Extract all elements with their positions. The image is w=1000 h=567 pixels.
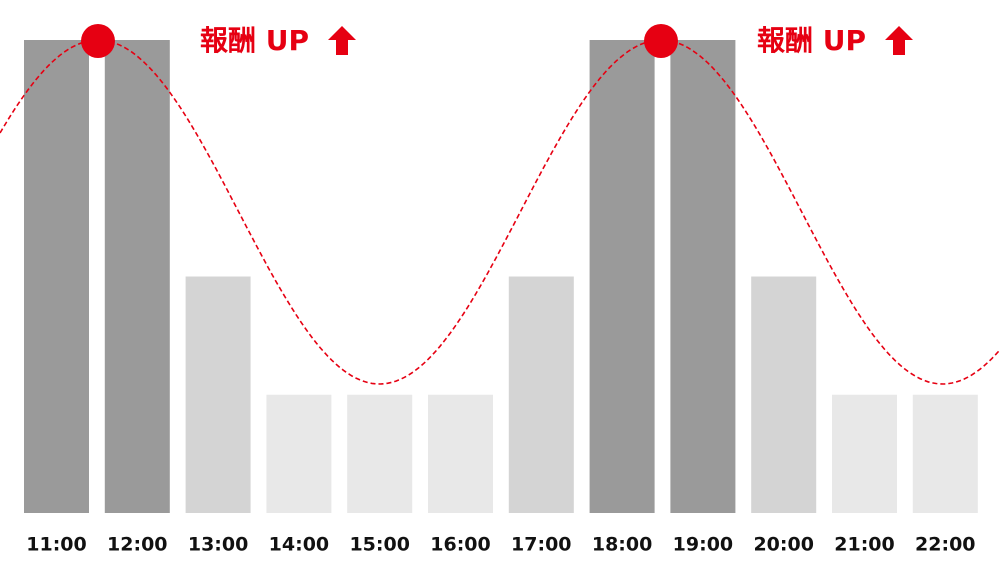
x-tick-label: 19:00 (673, 534, 733, 556)
bar (104, 40, 170, 513)
x-tick-label: 11:00 (26, 534, 86, 556)
bar (589, 40, 655, 513)
up-arrow (885, 26, 913, 55)
bar (751, 276, 817, 513)
annotation: 報酬 UP (757, 24, 866, 57)
annotation: 報酬 UP (200, 24, 309, 57)
x-tick-label: 15:00 (349, 534, 409, 556)
peak-dot (644, 24, 678, 58)
bar (912, 394, 978, 513)
x-tick-label: 18:00 (592, 534, 652, 556)
up-arrow (328, 26, 356, 55)
x-tick-label: 14:00 (269, 534, 329, 556)
bars (24, 40, 978, 513)
x-tick-label: 17:00 (511, 534, 571, 556)
trend-curve (0, 39, 1000, 385)
bar (185, 276, 251, 513)
bar (266, 394, 332, 513)
x-tick-label: 21:00 (834, 534, 894, 556)
bar (832, 394, 897, 513)
x-tick-label: 12:00 (107, 534, 167, 556)
x-tick-label: 22:00 (915, 534, 975, 556)
bar (347, 394, 413, 513)
bar (24, 40, 89, 513)
bar (670, 40, 736, 513)
bar (428, 394, 493, 513)
x-tick-label: 20:00 (753, 534, 813, 556)
bar (508, 276, 574, 513)
x-tick-label: 13:00 (188, 534, 248, 556)
x-tick-label: 16:00 (430, 534, 490, 556)
peak-dot (81, 24, 115, 58)
